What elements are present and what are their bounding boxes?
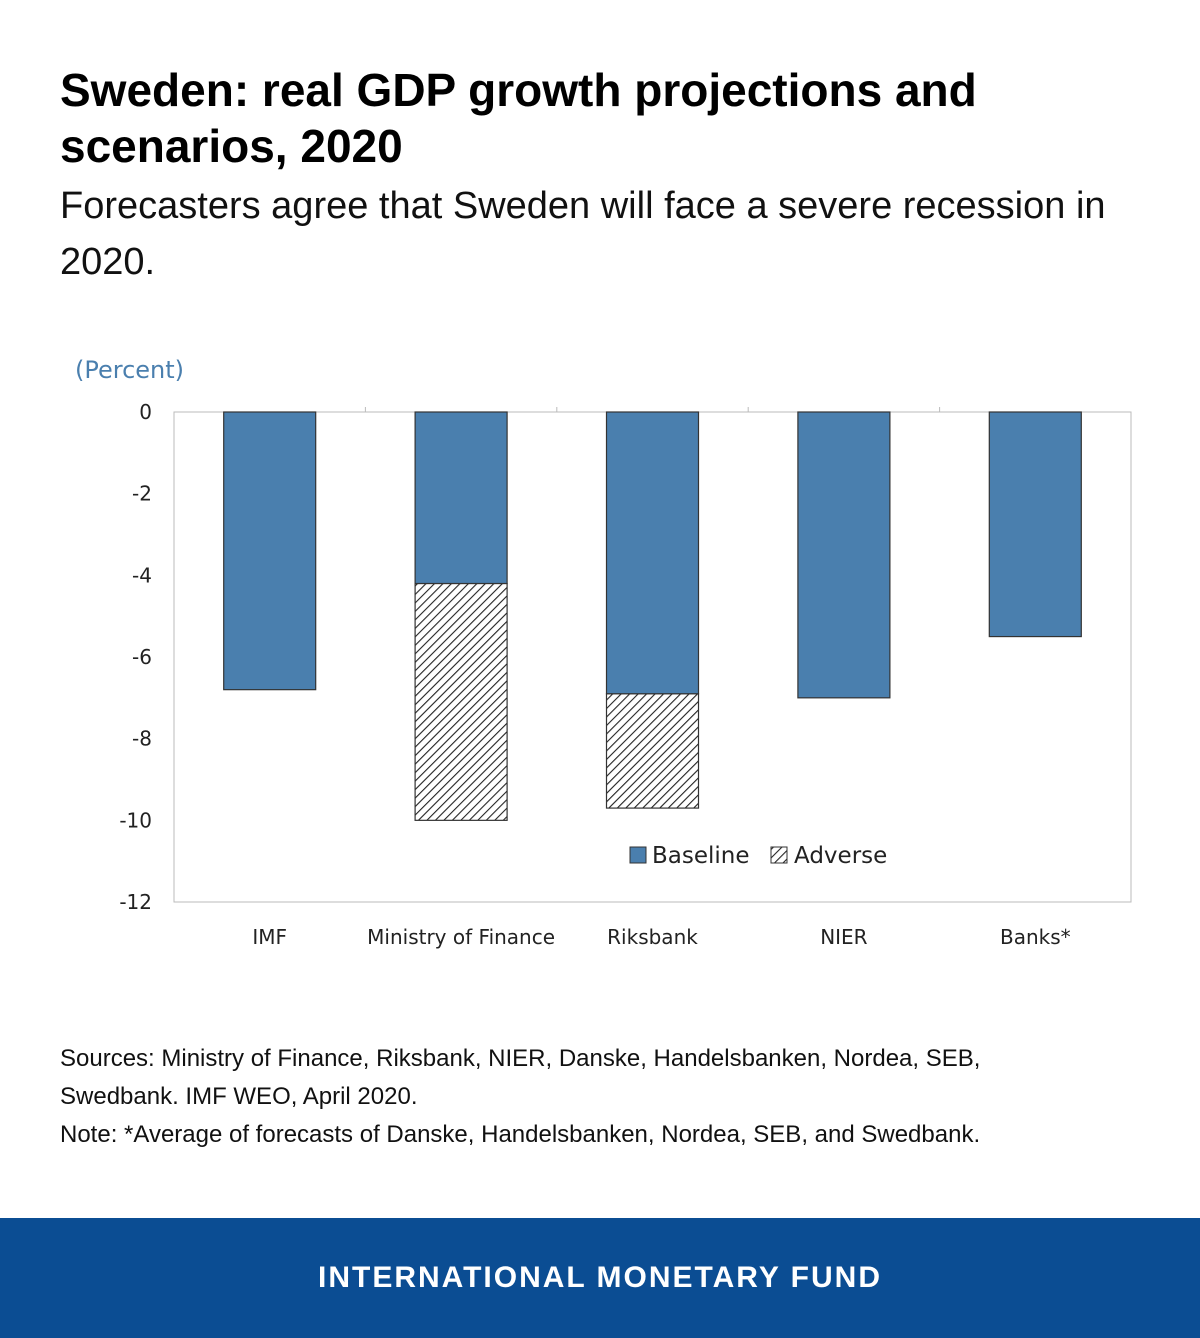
bar-adverse — [414, 582, 508, 821]
chart-title: Sweden: real GDP growth projections and … — [60, 64, 977, 172]
bar-baseline — [605, 411, 700, 695]
bar-baseline — [223, 411, 317, 691]
y-tick-label: -4 — [132, 563, 152, 587]
x-tick-label: Riksbank — [607, 925, 698, 949]
legend-label-baseline: Baseline — [652, 843, 750, 869]
note-text: Note: *Average of forecasts of Danske, H… — [60, 1121, 981, 1148]
legend-swatch-adverse — [770, 846, 788, 864]
bar-baseline — [988, 411, 1082, 638]
y-tick-label: -12 — [119, 890, 152, 914]
y-tick-label: -6 — [132, 645, 152, 669]
bar-chart: (Percent) 0 -2 -4 -6 -8 -10 -12 IMF Ministry of … — [75, 356, 1132, 949]
notes: Sources: Ministry of Finance, Riksbank, … — [60, 1040, 1060, 1154]
x-tick-label: IMF — [252, 925, 287, 949]
bar-baseline — [797, 411, 891, 699]
legend-swatch-baseline — [629, 846, 647, 864]
bar-baseline — [414, 411, 508, 585]
x-tick-label: NIER — [820, 925, 867, 949]
sources-text: Sources: Ministry of Finance, Riksbank, … — [60, 1045, 981, 1110]
y-tick-label: -10 — [119, 808, 152, 832]
legend: Baseline Adverse — [629, 843, 887, 869]
y-tick-label: -8 — [132, 727, 152, 751]
bar-adverse — [605, 693, 700, 809]
x-tick-label: Ministry of Finance — [367, 925, 555, 949]
legend-label-adverse: Adverse — [794, 843, 887, 869]
y-axis-label: (Percent) — [75, 356, 184, 384]
footer-banner: INTERNATIONAL MONETARY FUND — [0, 1218, 1200, 1338]
x-tick-label: Banks* — [1000, 925, 1071, 949]
chart-subtitle: Forecasters agree that Sweden will face … — [60, 185, 1106, 283]
y-tick-label: 0 — [139, 400, 152, 424]
footer-brand: INTERNATIONAL MONETARY FUND — [318, 1261, 882, 1294]
y-tick-label: -2 — [132, 482, 152, 506]
